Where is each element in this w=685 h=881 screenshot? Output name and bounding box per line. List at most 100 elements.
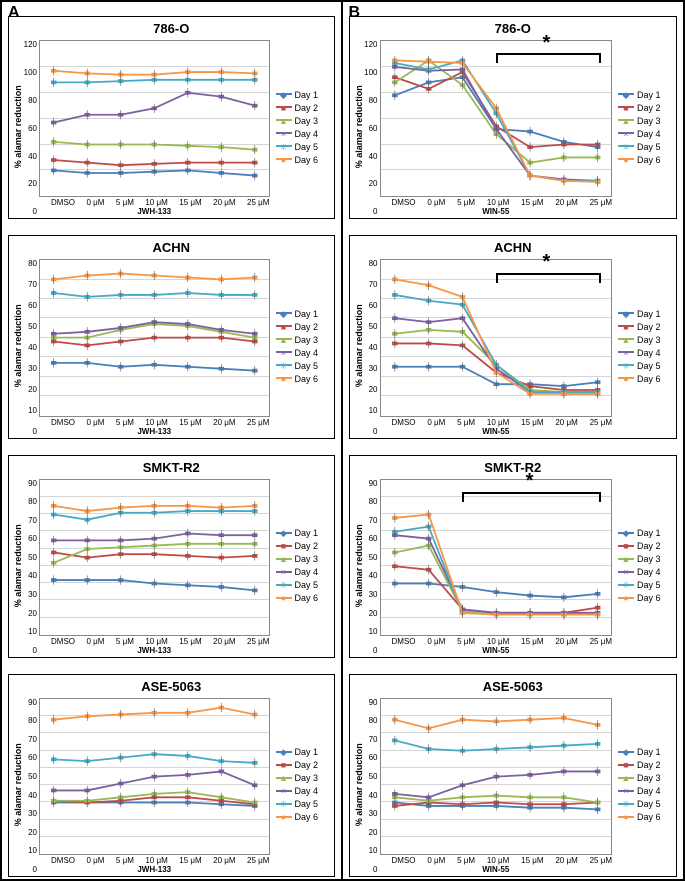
- legend-label: Day 1: [637, 90, 661, 100]
- significance-star: *: [526, 470, 534, 493]
- legend-label: Day 1: [637, 528, 661, 538]
- legend-label: Day 2: [295, 322, 319, 332]
- legend-item: ✳Day 5: [618, 799, 672, 809]
- legend-label: Day 5: [637, 580, 661, 590]
- legend-item: ■Day 2: [276, 103, 330, 113]
- legend-label: Day 1: [295, 90, 319, 100]
- chart-panel: ACHN% alamar reduction80706050403020100D…: [2, 221, 341, 440]
- legend-item: ●Day 6: [276, 155, 330, 165]
- legend-label: Day 4: [295, 567, 319, 577]
- legend-label: Day 2: [637, 103, 661, 113]
- x-tick-labels: DMSO0 μM5 μM10 μM15 μM20 μM25 μM: [392, 637, 613, 646]
- y-axis-label: % alamar reduction: [13, 257, 23, 435]
- legend-item: ●Day 6: [618, 374, 672, 384]
- legend-item: ◆Day 1: [618, 90, 672, 100]
- legend-label: Day 5: [637, 361, 661, 371]
- column-b: B 786-O% alamar reduction120100806040200…: [343, 2, 684, 879]
- legend-label: Day 4: [295, 786, 319, 796]
- legend-label: Day 6: [295, 812, 319, 822]
- legend-item: ■Day 2: [618, 541, 672, 551]
- legend-item: ●Day 6: [276, 593, 330, 603]
- chart-title: 786-O: [354, 21, 673, 36]
- legend-label: Day 2: [637, 322, 661, 332]
- legend-item: ✳Day 5: [618, 361, 672, 371]
- x-tick-labels: DMSO0 μM5 μM10 μM15 μM20 μM25 μM: [392, 418, 613, 427]
- legend-label: Day 1: [637, 747, 661, 757]
- legend-item: ✳Day 5: [618, 580, 672, 590]
- y-axis-label: % alamar reduction: [13, 477, 23, 655]
- y-axis-label: % alamar reduction: [354, 477, 364, 655]
- y-axis-label: % alamar reduction: [354, 38, 364, 216]
- legend-label: Day 5: [637, 142, 661, 152]
- legend-item: ●Day 6: [276, 374, 330, 384]
- legend-item: ✳Day 5: [276, 580, 330, 590]
- legend-label: Day 3: [637, 554, 661, 564]
- legend-item: ✳Day 5: [276, 142, 330, 152]
- legend-item: ×Day 4: [618, 348, 672, 358]
- legend-label: Day 6: [295, 155, 319, 165]
- legend-item: ◆Day 1: [618, 747, 672, 757]
- legend-label: Day 5: [295, 142, 319, 152]
- chart-title: ACHN: [13, 240, 330, 255]
- chart-panel: SMKT-R2% alamar reduction908070605040302…: [2, 441, 341, 660]
- chart-title: ASE-5063: [13, 679, 330, 694]
- legend-item: ●Day 6: [618, 155, 672, 165]
- legend-label: Day 3: [637, 335, 661, 345]
- column-a: A 786-O% alamar reduction120100806040200…: [2, 2, 343, 879]
- legend-item: ■Day 2: [618, 103, 672, 113]
- legend-item: ◆Day 1: [276, 90, 330, 100]
- legend-item: ◆Day 1: [276, 528, 330, 538]
- legend-item: ●Day 6: [276, 812, 330, 822]
- legend-item: ▲Day 3: [618, 335, 672, 345]
- legend-item: ◆Day 1: [618, 528, 672, 538]
- legend-label: Day 4: [637, 348, 661, 358]
- legend-label: Day 2: [295, 541, 319, 551]
- legend-label: Day 4: [637, 129, 661, 139]
- legend-item: ▲Day 3: [618, 773, 672, 783]
- chart-panel: ASE-5063% alamar reduction90807060504030…: [343, 660, 684, 879]
- legend-label: Day 3: [637, 116, 661, 126]
- y-tick-labels: 9080706050403020100: [364, 479, 378, 655]
- legend-item: ●Day 6: [618, 812, 672, 822]
- legend-item: ×Day 4: [276, 786, 330, 796]
- legend-item: ×Day 4: [276, 348, 330, 358]
- x-tick-labels: DMSO0 μM5 μM10 μM15 μM20 μM25 μM: [51, 856, 270, 865]
- legend-item: ▲Day 3: [618, 554, 672, 564]
- legend-item: ■Day 2: [618, 760, 672, 770]
- legend-label: Day 4: [637, 567, 661, 577]
- legend-label: Day 3: [295, 554, 319, 564]
- legend: ◆Day 1■Day 2▲Day 3×Day 4✳Day 5●Day 6: [614, 696, 672, 874]
- legend-label: Day 3: [295, 335, 319, 345]
- x-axis-label: WIN-55: [378, 427, 615, 436]
- x-axis-label: WIN-55: [378, 646, 615, 655]
- y-axis-label: % alamar reduction: [354, 696, 364, 874]
- chart-title: SMKT-R2: [13, 460, 330, 475]
- legend-item: ▲Day 3: [276, 335, 330, 345]
- chart-panel: 786-O% alamar reduction120100806040200DM…: [2, 2, 341, 221]
- plot-area: *: [380, 479, 613, 636]
- chart-panel: ACHN% alamar reduction80706050403020100*…: [343, 221, 684, 440]
- legend: ◆Day 1■Day 2▲Day 3×Day 4✳Day 5●Day 6: [272, 696, 330, 874]
- legend: ◆Day 1■Day 2▲Day 3×Day 4✳Day 5●Day 6: [272, 38, 330, 216]
- legend-label: Day 6: [637, 812, 661, 822]
- y-tick-labels: 120100806040200: [23, 40, 37, 216]
- legend-item: ×Day 4: [618, 567, 672, 577]
- legend-label: Day 4: [637, 786, 661, 796]
- x-tick-labels: DMSO0 μM5 μM10 μM15 μM20 μM25 μM: [51, 198, 270, 207]
- legend-label: Day 1: [295, 528, 319, 538]
- y-tick-labels: 80706050403020100: [364, 259, 378, 435]
- legend-label: Day 6: [637, 155, 661, 165]
- legend-label: Day 2: [637, 541, 661, 551]
- legend-item: ×Day 4: [618, 129, 672, 139]
- plot-area: *: [380, 40, 613, 197]
- legend-item: ▲Day 3: [276, 116, 330, 126]
- legend-label: Day 5: [295, 580, 319, 590]
- x-axis-label: JWH-133: [37, 207, 272, 216]
- significance-star: *: [543, 251, 551, 274]
- legend-item: ×Day 4: [276, 567, 330, 577]
- legend: ◆Day 1■Day 2▲Day 3×Day 4✳Day 5●Day 6: [272, 257, 330, 435]
- legend: ◆Day 1■Day 2▲Day 3×Day 4✳Day 5●Day 6: [614, 257, 672, 435]
- y-axis-label: % alamar reduction: [13, 38, 23, 216]
- y-tick-labels: 120100806040200: [364, 40, 378, 216]
- legend-label: Day 4: [295, 348, 319, 358]
